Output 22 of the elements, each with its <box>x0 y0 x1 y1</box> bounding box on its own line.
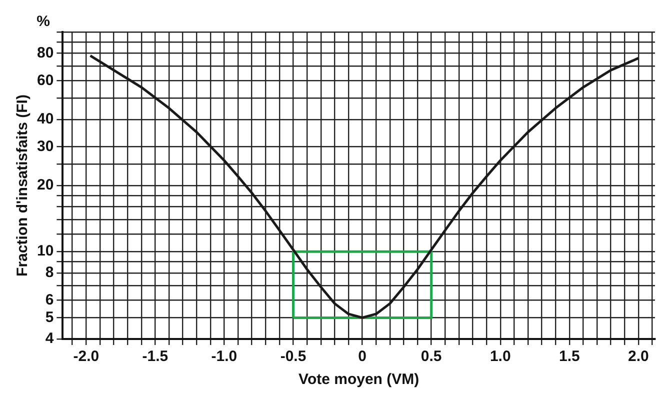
y-tick-label: 5 <box>45 308 54 326</box>
text: % <box>36 13 50 30</box>
x-tick-label: -2.0 <box>73 348 100 366</box>
y-tick-label: 40 <box>36 110 54 128</box>
y-tick-label: 10 <box>36 242 54 260</box>
y-tick-label: 30 <box>36 138 54 155</box>
y-tick-label: 80 <box>36 44 54 62</box>
x-tick-label: 2.0 <box>628 348 649 366</box>
x-tick-label: 1.0 <box>490 348 511 366</box>
y-axis-title: Fraction d'insatisfaits (FI) <box>14 94 32 276</box>
y-tick-label: 60 <box>36 72 54 89</box>
x-tick-label: -1.0 <box>211 348 238 366</box>
x-axis-title: Vote moyen (VM) <box>298 371 420 388</box>
y-tick-label: 4 <box>45 330 54 348</box>
y-tick-label: 8 <box>45 264 54 282</box>
x-tick-label: -1.5 <box>142 348 168 366</box>
y-tick-label: 20 <box>36 176 54 194</box>
x-tick-label: -0.5 <box>280 348 306 366</box>
y-tick-label: 6 <box>45 291 54 308</box>
x-tick-label: 0 <box>358 348 366 366</box>
x-tick-label: 1.5 <box>558 348 580 366</box>
x-tick-label: 0.5 <box>420 348 442 366</box>
